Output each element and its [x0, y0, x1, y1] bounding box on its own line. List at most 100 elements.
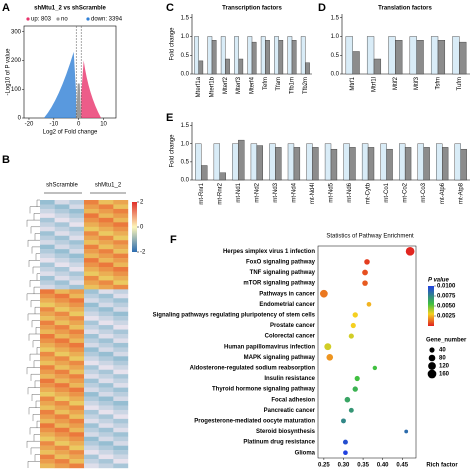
- bar: [256, 145, 263, 181]
- heat-cell: [113, 405, 129, 411]
- heat-cell: [113, 454, 129, 460]
- heat-cell: [84, 226, 99, 232]
- heat-cell: [69, 427, 85, 433]
- bar: [238, 139, 245, 181]
- heat-cell: [84, 418, 99, 424]
- dot: [348, 407, 354, 413]
- heat-cell: [69, 369, 85, 375]
- heat-cell: [69, 392, 85, 397]
- heat-cell: [40, 208, 55, 214]
- heat-cell: [98, 231, 114, 236]
- dot: [326, 353, 334, 361]
- heat-cell: [54, 432, 70, 437]
- heat-cell: [84, 307, 99, 312]
- x-tick-label: mt-Co2: [403, 182, 409, 202]
- y-tick-label: 0.0: [181, 178, 190, 184]
- heat-cell: [40, 249, 55, 254]
- heat-cell: [69, 253, 85, 259]
- dendrogram: [34, 380, 40, 388]
- x-tick-label: 0: [77, 122, 81, 128]
- bar: [207, 36, 213, 75]
- row-label: Steroid biosynthesis: [256, 429, 316, 435]
- heat-cell: [84, 280, 99, 286]
- panel-letter: E: [166, 112, 173, 124]
- heat-cell: [113, 249, 129, 254]
- heat-cell: [69, 360, 85, 366]
- heat-cell: [98, 271, 114, 277]
- heat-cell: [40, 423, 55, 428]
- heat-cell: [69, 405, 85, 411]
- heat-cell: [84, 378, 99, 384]
- heat-cell: [84, 311, 99, 317]
- heat-cell: [40, 284, 55, 290]
- legend-label: down: 3394: [91, 17, 123, 23]
- heat-cell: [40, 347, 55, 353]
- bar: [388, 36, 396, 75]
- dendrogram: [31, 320, 40, 328]
- heat-cell: [113, 432, 129, 437]
- heat-cell: [113, 302, 129, 308]
- heat-cell: [113, 409, 129, 415]
- dendrogram: [27, 313, 40, 321]
- dendrogram: [33, 360, 40, 368]
- heat-cell: [54, 392, 70, 397]
- heat-cell: [113, 293, 129, 299]
- heat-cell: [98, 414, 114, 420]
- x-tick-label: Tsfm: [436, 77, 442, 90]
- heat-cell: [54, 414, 70, 420]
- heat-cell: [69, 240, 85, 245]
- title: shMtu1_2 vs shScramble: [34, 6, 106, 12]
- heat-cell: [113, 436, 129, 442]
- heat-cell: [40, 320, 55, 326]
- heat-cell: [113, 320, 129, 326]
- heat-cell: [54, 226, 70, 232]
- heat-cell: [113, 369, 129, 375]
- heat-cell: [40, 213, 55, 219]
- row-label: Insulin resistance: [264, 376, 315, 382]
- heat-cell: [113, 329, 129, 335]
- bar: [305, 62, 310, 75]
- dendrogram: [34, 307, 40, 314]
- heat-cell: [69, 258, 85, 263]
- heat-cell: [40, 445, 55, 451]
- heat-cell: [54, 307, 70, 312]
- heat-cell: [84, 450, 99, 455]
- colorbar-tick-label: 0: [140, 225, 144, 231]
- heat-cell: [84, 222, 99, 227]
- heat-cell: [69, 302, 85, 308]
- y-tick-label: 1.5: [331, 15, 340, 21]
- heat-cell: [98, 427, 114, 433]
- heat-cell: [54, 338, 70, 344]
- y-axis-label: -Log10 of P value: [6, 48, 12, 96]
- heat-cell: [40, 432, 55, 437]
- heat-cell: [113, 374, 129, 379]
- bar: [395, 40, 403, 75]
- dot: [324, 343, 332, 351]
- dendrogram: [32, 266, 40, 274]
- bar: [361, 143, 369, 181]
- dendrogram: [29, 427, 40, 435]
- heat-cell: [84, 217, 99, 223]
- heat-cell: [98, 360, 114, 366]
- heat-cell: [69, 213, 85, 219]
- heat-cell: [113, 271, 129, 277]
- bar: [442, 147, 449, 181]
- bar: [417, 143, 424, 181]
- heat-cell: [40, 298, 55, 303]
- heat-cell: [98, 441, 114, 446]
- heat-cell: [54, 347, 70, 353]
- heat-cell: [69, 226, 85, 232]
- heat-cell: [54, 262, 70, 268]
- heat-cell: [40, 253, 55, 259]
- dot: [348, 333, 354, 339]
- heat-cell: [84, 325, 99, 330]
- heat-cell: [69, 271, 85, 277]
- heat-cell: [98, 235, 114, 241]
- heat-cell: [40, 302, 55, 308]
- y-tick-label: 0.5: [331, 53, 340, 59]
- heat-cell: [113, 401, 129, 406]
- heat-cell: [84, 240, 99, 245]
- point-cloud-no: [76, 83, 82, 118]
- heat-cell: [113, 334, 129, 339]
- heat-cell: [84, 258, 99, 263]
